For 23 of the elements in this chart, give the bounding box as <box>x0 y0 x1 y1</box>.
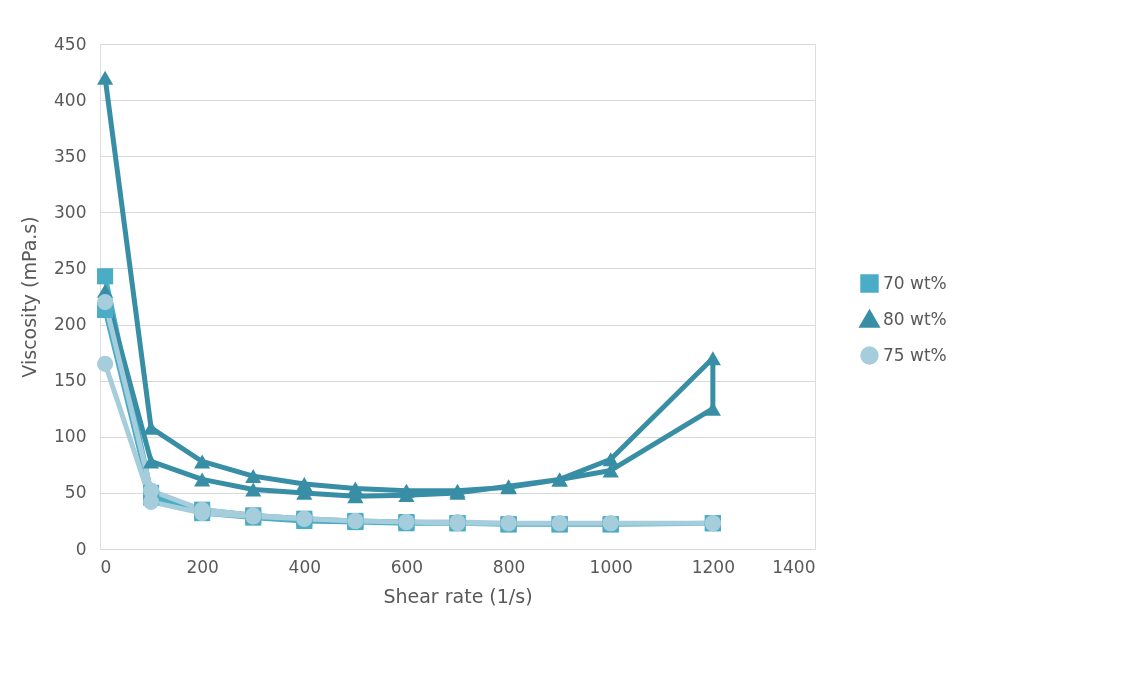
x-tick-label: 400 <box>288 556 322 577</box>
legend-label: 70 wt% <box>883 272 947 293</box>
y-tick-label: 200 <box>54 314 87 335</box>
x-axis-title: Shear rate (1/s) <box>383 584 533 607</box>
x-tick-label: 1200 <box>691 556 735 577</box>
x-tick-label: 200 <box>186 556 219 577</box>
x-tick-label: 800 <box>492 556 526 577</box>
y-tick-label: 400 <box>54 89 87 110</box>
y-axis-title: Viscosity (mPa.s) <box>18 216 41 378</box>
legend-label: 75 wt% <box>883 344 947 365</box>
y-tick-label: 100 <box>54 426 87 447</box>
x-tick-label: 0 <box>100 556 112 577</box>
y-tick-label: 150 <box>54 370 87 391</box>
y-tick-label: 350 <box>54 145 87 166</box>
x-tick-label: 600 <box>390 556 424 577</box>
y-tick-label: 0 <box>75 538 87 559</box>
y-tick-label: 450 <box>54 33 87 54</box>
y-tick-label: 250 <box>54 257 87 278</box>
x-tick-label: 1000 <box>589 556 633 577</box>
legend-label: 80 wt% <box>883 308 947 329</box>
x-tick-label: 1400 <box>772 556 816 577</box>
y-tick-label: 50 <box>64 482 87 503</box>
y-tick-label: 300 <box>54 201 87 222</box>
